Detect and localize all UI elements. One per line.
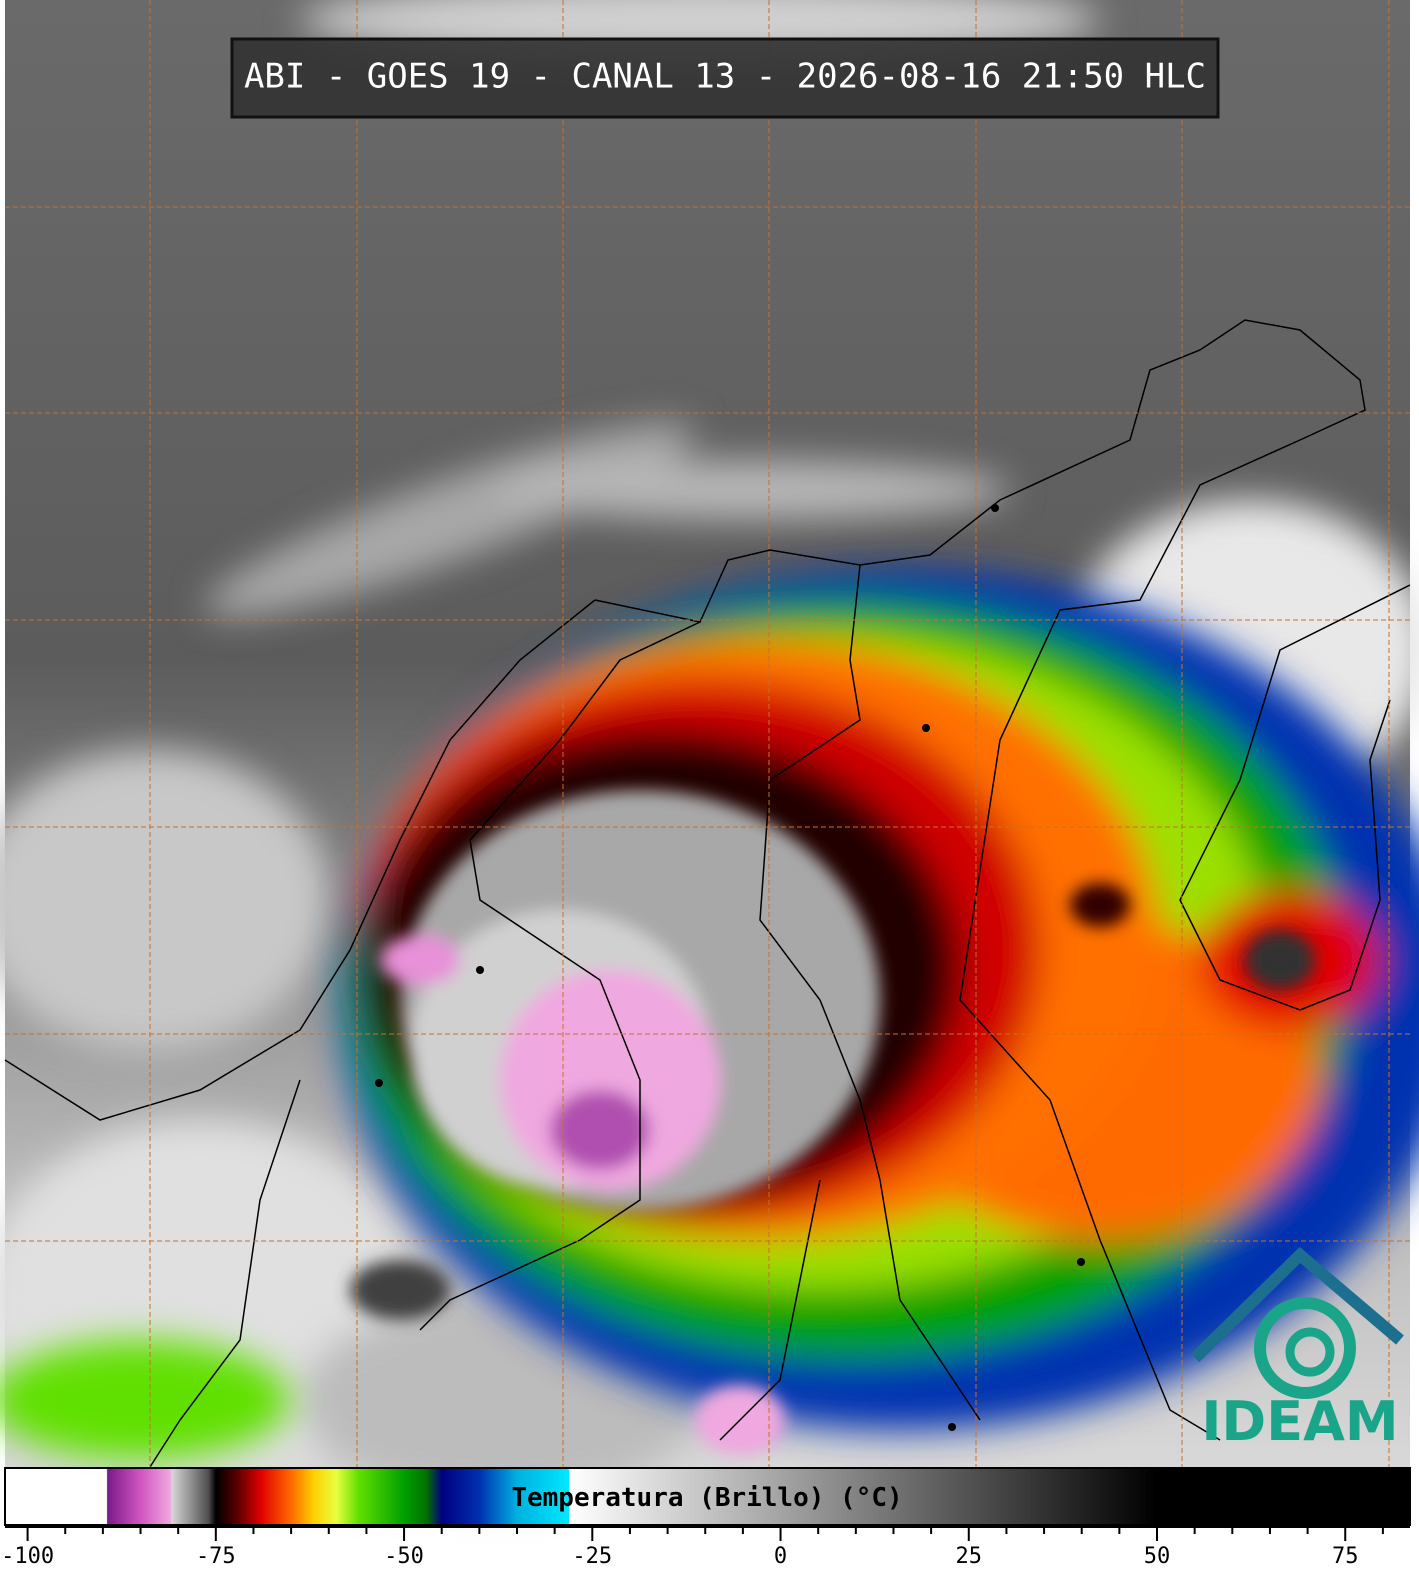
tick-label: -50 xyxy=(384,1544,424,1569)
logo-text: IDEAM xyxy=(1201,1390,1398,1453)
logo: IDEAM xyxy=(1190,1246,1404,1453)
colorbar-label: Temperatura (Brillo) (°C) xyxy=(511,1483,902,1513)
title: ABI - GOES 19 - CANAL 13 - 2026-08-16 21… xyxy=(244,57,1206,97)
colorbar: Temperatura (Brillo) (°C) -100 -75 -50 -25 0 2… xyxy=(1,1467,1411,1569)
tick-label: 0 xyxy=(774,1544,787,1569)
tick-label: 25 xyxy=(956,1544,983,1569)
colorbar-fill xyxy=(4,1467,1411,1526)
tick-label: -75 xyxy=(196,1544,236,1569)
tick-label: 75 xyxy=(1332,1544,1359,1569)
title-box: ABI - GOES 19 - CANAL 13 - 2026-08-16 21… xyxy=(230,37,1220,119)
tick-label: -100 xyxy=(1,1544,54,1569)
tick-label: 50 xyxy=(1144,1544,1171,1569)
tick-label: -25 xyxy=(572,1544,612,1569)
satellite-image xyxy=(0,0,1419,1500)
